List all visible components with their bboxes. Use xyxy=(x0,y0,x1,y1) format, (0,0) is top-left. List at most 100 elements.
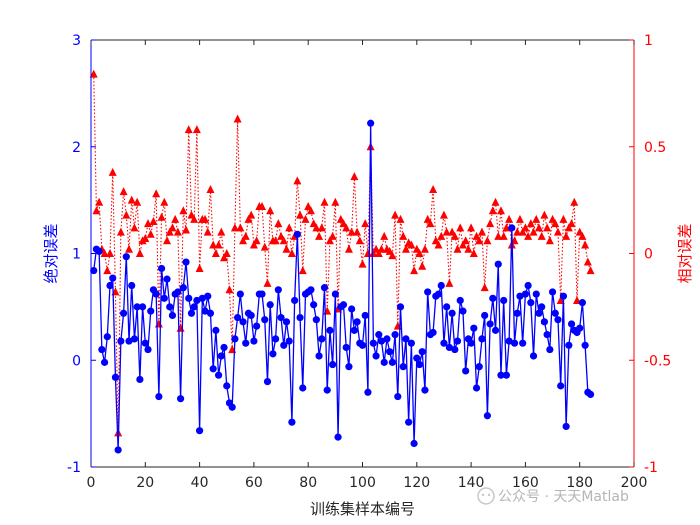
absolute-error-point xyxy=(388,358,396,366)
absolute-error-point xyxy=(288,418,296,426)
absolute-error-point xyxy=(326,326,334,334)
x-tick-label: 140 xyxy=(458,475,485,491)
absolute-error-point xyxy=(117,337,125,345)
absolute-error-point xyxy=(581,341,589,349)
absolute-error-point xyxy=(443,303,451,311)
absolute-error-point xyxy=(125,337,133,345)
absolute-error-point xyxy=(185,294,193,302)
relative-error-point xyxy=(486,219,495,228)
relative-error-point xyxy=(252,236,261,245)
relative-error-point xyxy=(494,231,503,240)
relative-error-point xyxy=(350,172,359,181)
absolute-error-point xyxy=(554,316,562,324)
relative-error-point xyxy=(543,223,552,232)
absolute-error-point xyxy=(100,358,109,366)
x-tick-label: 200 xyxy=(621,475,648,491)
relative-error-point xyxy=(483,236,492,245)
wechat-icon-inner-2 xyxy=(487,493,491,497)
relative-error-point xyxy=(217,227,226,236)
absolute-error-point xyxy=(440,339,448,347)
relative-error-point xyxy=(515,214,524,223)
relative-error-point xyxy=(488,206,497,215)
relative-error-point xyxy=(190,214,199,223)
relative-error-point xyxy=(108,167,117,176)
absolute-error-point xyxy=(103,333,111,341)
relative-error-point xyxy=(154,319,163,328)
absolute-error-point xyxy=(119,309,128,317)
absolute-error-point xyxy=(559,292,568,300)
left-y-tick-label: -1 xyxy=(67,460,81,476)
relative-error-point xyxy=(545,236,554,245)
relative-error-point xyxy=(391,210,400,219)
absolute-error-point xyxy=(527,299,535,307)
relative-error-point xyxy=(342,223,351,232)
relative-error-point xyxy=(160,197,169,206)
x-tick-label: 100 xyxy=(349,475,376,491)
right-y-axis-label: 相对误差 xyxy=(676,223,694,283)
relative-error-point xyxy=(429,184,438,193)
absolute-error-point xyxy=(266,301,274,309)
absolute-error-point xyxy=(513,309,521,317)
relative-error-point xyxy=(95,197,104,206)
relative-error-point xyxy=(526,219,535,228)
relative-error-point xyxy=(399,231,408,240)
relative-error-point xyxy=(298,266,307,275)
absolute-error-point xyxy=(193,296,201,305)
absolute-error-point xyxy=(310,301,318,309)
absolute-error-point xyxy=(296,313,304,322)
relative-error-point xyxy=(380,231,389,240)
relative-error-point xyxy=(214,240,223,249)
relative-error-point xyxy=(116,227,125,236)
relative-error-point xyxy=(450,231,459,240)
absolute-error-point xyxy=(424,288,432,296)
relative-error-point xyxy=(331,197,340,206)
absolute-error-point xyxy=(361,311,369,320)
relative-error-point xyxy=(518,227,527,236)
absolute-error-point xyxy=(445,343,453,352)
absolute-error-point xyxy=(258,290,266,298)
absolute-error-point xyxy=(586,390,595,399)
absolute-error-point xyxy=(358,341,367,349)
absolute-error-point xyxy=(204,292,212,300)
x-tick-label: 180 xyxy=(566,475,593,491)
relative-error-point xyxy=(119,187,128,196)
relative-error-point xyxy=(355,236,364,245)
relative-error-point xyxy=(293,176,302,185)
absolute-error-point xyxy=(451,345,459,354)
absolute-error-point xyxy=(567,320,576,328)
relative-error-point xyxy=(553,227,562,236)
absolute-error-point xyxy=(462,367,470,375)
absolute-error-point xyxy=(201,307,209,315)
absolute-error-point xyxy=(551,309,559,317)
absolute-error-point xyxy=(565,341,573,349)
relative-error-point xyxy=(258,202,267,211)
absolute-error-point xyxy=(331,290,339,298)
relative-error-point xyxy=(418,261,427,270)
absolute-error-point xyxy=(546,345,554,354)
absolute-error-point xyxy=(109,274,117,282)
x-tick-label: 80 xyxy=(299,475,317,491)
relative-error-point xyxy=(135,249,144,257)
relative-error-point xyxy=(122,210,131,219)
absolute-error-point xyxy=(459,307,467,315)
absolute-error-point xyxy=(315,352,323,360)
relative-error-point xyxy=(176,323,185,332)
relative-error-point xyxy=(103,266,112,275)
absolute-error-point xyxy=(369,339,377,347)
relative-error-point xyxy=(458,240,467,249)
absolute-error-point xyxy=(272,335,280,343)
absolute-error-point xyxy=(182,258,190,266)
absolute-error-point xyxy=(578,299,587,307)
relative-error-point xyxy=(320,197,329,206)
relative-error-point xyxy=(434,240,443,249)
relative-error-point xyxy=(442,227,451,236)
absolute-error-line xyxy=(93,123,591,450)
relative-error-point xyxy=(420,244,429,253)
absolute-error-point xyxy=(217,352,225,360)
relative-error-point xyxy=(157,212,166,221)
relative-error-point xyxy=(415,249,424,257)
absolute-error-point xyxy=(318,335,326,343)
absolute-error-point xyxy=(196,427,204,435)
relative-error-point xyxy=(439,210,448,219)
relative-error-point xyxy=(537,231,546,240)
